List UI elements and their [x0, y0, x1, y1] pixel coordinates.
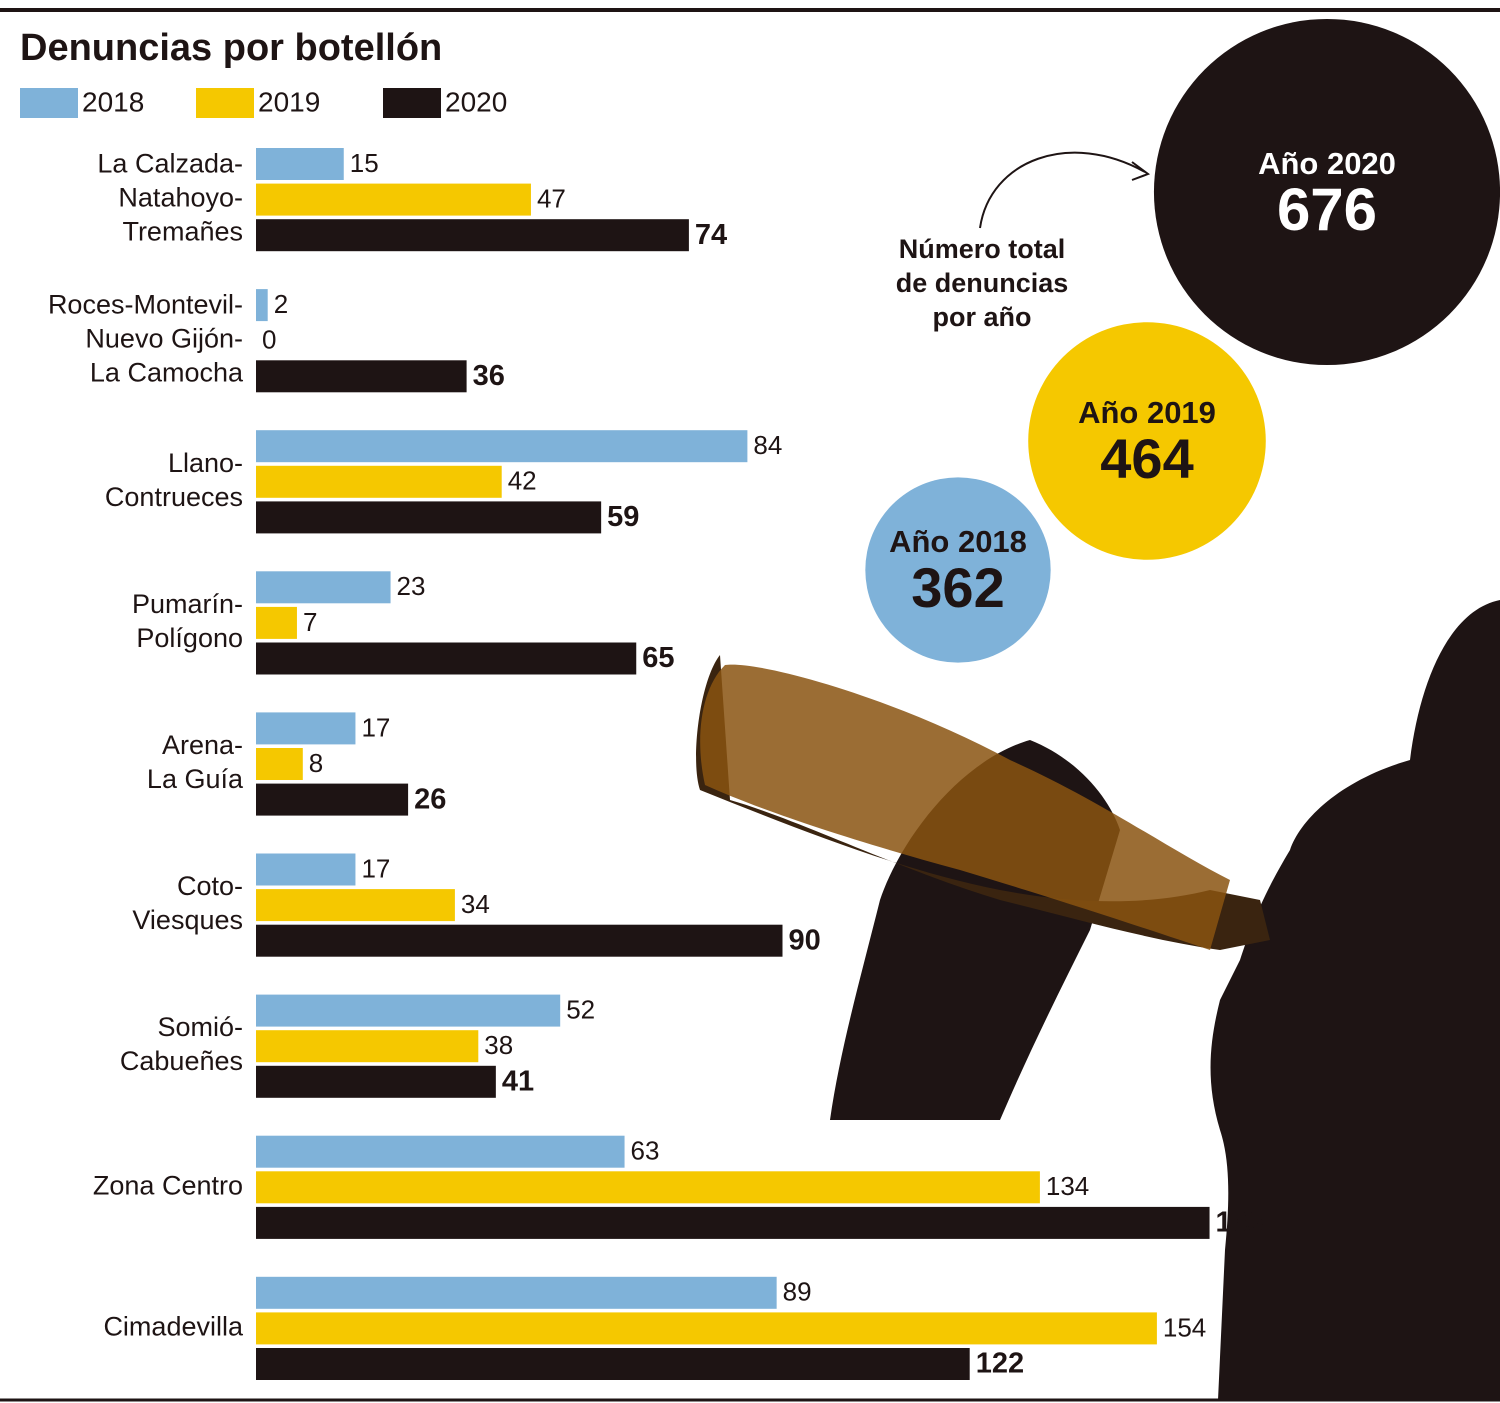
bar — [256, 1135, 625, 1168]
total-bubble — [1028, 322, 1266, 560]
bar — [256, 924, 783, 957]
bar — [256, 148, 344, 180]
category-label: Arena-La Guía — [147, 730, 244, 794]
annotation: Número total de denuncias por año — [896, 234, 1069, 332]
value-label: 17 — [361, 712, 390, 742]
value-label: 134 — [1046, 1171, 1089, 1201]
value-label: 163 — [1216, 1207, 1264, 1239]
bar — [256, 430, 748, 463]
value-label: 47 — [537, 183, 566, 213]
bar — [256, 1348, 970, 1380]
bar — [256, 606, 297, 639]
value-label: 17 — [361, 853, 390, 883]
category-label: Roces-Montevil-Nuevo Gijón-La Camocha — [48, 290, 244, 388]
bar — [256, 1065, 496, 1098]
bar — [256, 360, 467, 393]
value-label: 74 — [695, 219, 727, 251]
chart-title: Denuncias por botellón — [20, 27, 442, 69]
arrow — [979, 151, 1146, 229]
total-value: 362 — [911, 556, 1004, 619]
value-label: 38 — [484, 1030, 513, 1060]
category-label: Cimadevilla — [103, 1312, 244, 1342]
bar — [256, 501, 602, 534]
value-label: 41 — [502, 1065, 534, 1097]
bar — [256, 465, 502, 498]
value-label: 34 — [461, 889, 490, 919]
value-label: 59 — [607, 501, 639, 533]
total-bubble — [865, 477, 1051, 663]
total-value: 464 — [1100, 427, 1193, 490]
value-label: 84 — [753, 430, 782, 460]
bar — [256, 219, 689, 252]
value-label: 89 — [783, 1277, 812, 1307]
bar — [256, 183, 531, 216]
value-label: 154 — [1163, 1312, 1206, 1342]
bar — [256, 1171, 1040, 1204]
value-label: 8 — [309, 748, 323, 778]
legend-swatch — [20, 88, 78, 118]
bar — [256, 994, 561, 1027]
bar — [256, 748, 303, 780]
bar — [256, 853, 356, 886]
value-label: 122 — [976, 1348, 1024, 1380]
category-label: Somió-Cabueñes — [120, 1012, 243, 1076]
category-label: La Calzada-Natahoyo-Tremañes — [97, 149, 243, 247]
value-label: 26 — [414, 783, 446, 815]
value-label: 36 — [473, 360, 505, 392]
total-value: 676 — [1277, 176, 1377, 243]
bar — [256, 1312, 1157, 1345]
bar — [256, 1206, 1210, 1239]
category-label: Llano-Contrueces — [105, 448, 243, 512]
bar — [256, 712, 356, 745]
value-label: 90 — [789, 924, 821, 956]
bar — [256, 783, 409, 816]
total-label: Año 2020 — [1258, 146, 1396, 181]
bar — [256, 889, 455, 922]
legend-label: 2018 — [82, 86, 144, 117]
bar — [256, 642, 637, 675]
total-label: Año 2018 — [889, 524, 1027, 559]
legend-label: 2020 — [445, 86, 507, 117]
legend-label: 2019 — [258, 86, 320, 117]
value-label: 15 — [350, 148, 379, 178]
legend-swatch — [196, 88, 254, 118]
category-label: Zona Centro — [93, 1170, 243, 1200]
total-label: Año 2019 — [1078, 395, 1216, 430]
photo-silhouette — [696, 600, 1500, 1400]
value-label: 65 — [642, 642, 674, 674]
total-bubble — [1153, 18, 1500, 366]
bar — [256, 1276, 777, 1309]
bar — [256, 289, 268, 322]
legend-swatch — [383, 88, 441, 118]
value-label: 7 — [303, 607, 317, 637]
value-label: 0 — [262, 325, 276, 355]
value-label: 23 — [397, 571, 426, 601]
bar — [256, 1030, 479, 1063]
value-label: 52 — [566, 994, 595, 1024]
value-label: 42 — [508, 466, 537, 496]
bar — [256, 571, 391, 604]
value-label: 63 — [631, 1136, 660, 1166]
category-label: Coto-Viesques — [132, 871, 243, 935]
category-label: Pumarín-Polígono — [132, 589, 243, 653]
arrow-head — [1131, 161, 1151, 181]
value-label: 2 — [274, 289, 288, 319]
